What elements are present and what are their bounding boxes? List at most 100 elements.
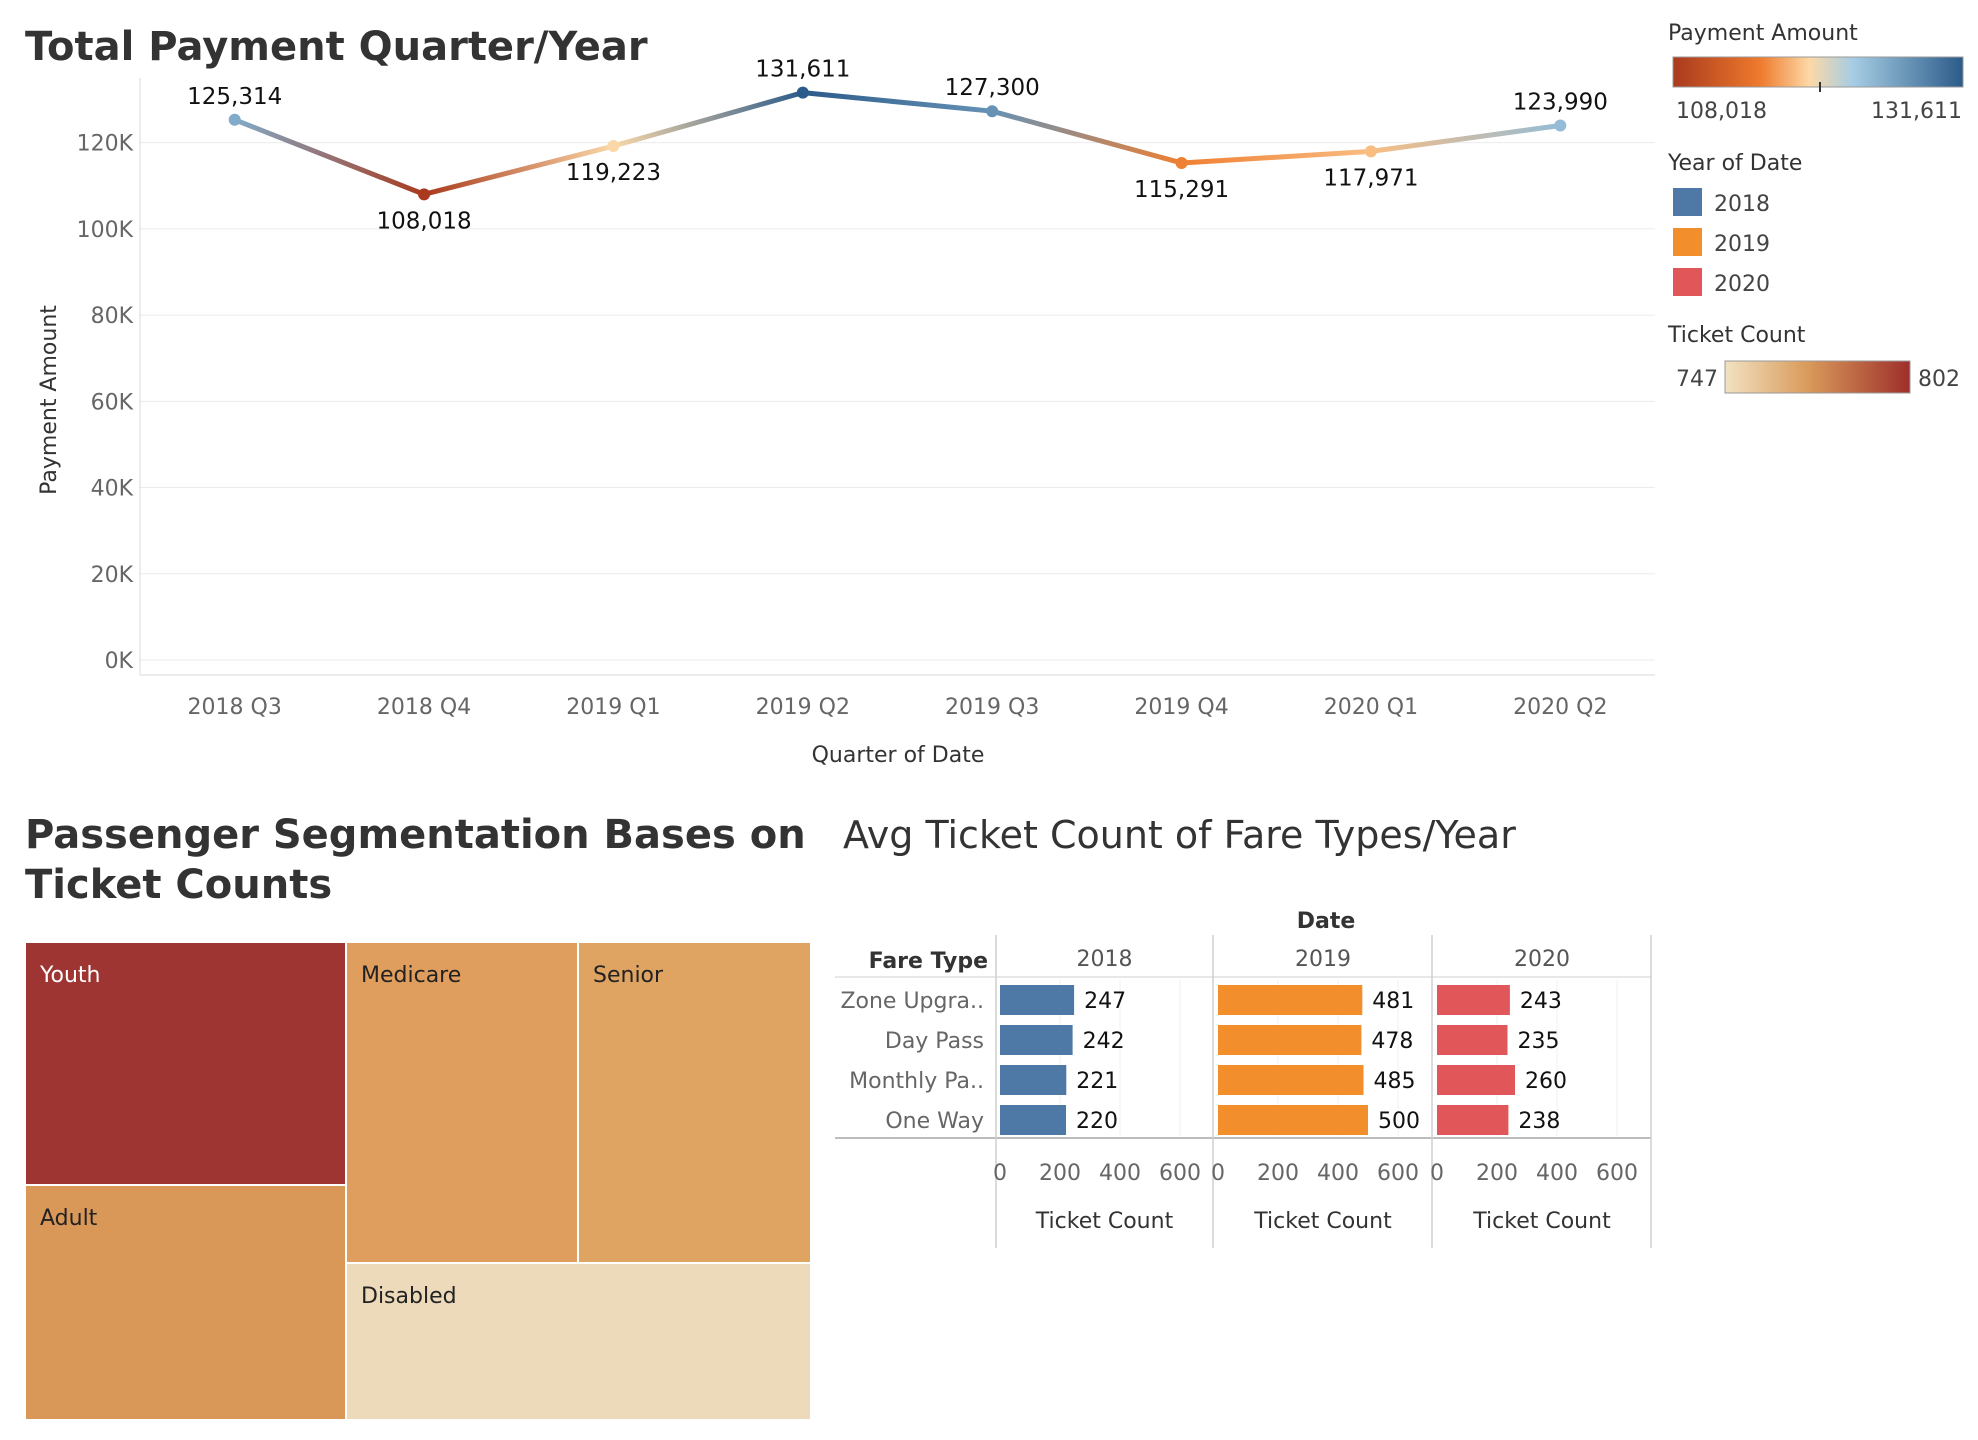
bar-x-tick-label: 200 [1476,1161,1518,1186]
bar-x-axis-title: Ticket Count [1035,1209,1174,1234]
bar-2019-3[interactable] [1218,1105,1368,1135]
line-chart-title: Total Payment Quarter/Year [25,24,648,70]
treemap-cell-disabled[interactable] [345,1262,812,1421]
ticket-gradient-bar [1724,360,1911,394]
bar-x-tick-label: 400 [1317,1161,1359,1186]
x-tick-label: 2018 Q3 [188,695,282,720]
line-data-label: 117,971 [1323,165,1418,191]
line-segment [800,90,995,114]
treemap-label-youth: Youth [39,963,101,988]
treemap-label-medicare: Medicare [361,963,461,988]
line-data-labels: 125,314 108,018 119,223 131,611 127,300 115,2… [187,57,1608,235]
line-y-ticks: 0K 20K 40K 60K 80K 100K 120K [77,132,134,674]
treemap-cell-medicare[interactable] [345,941,579,1264]
bar-x-tick-label: 200 [1257,1161,1299,1186]
bar-panel-frame [835,935,1652,1248]
y-tick-label: 20K [91,563,134,588]
bar-x-tick-label: 600 [1596,1161,1638,1186]
line-point-2019-Q2[interactable] [796,86,809,99]
y-tick-label: 60K [91,390,134,415]
bar-value-label: 260 [1525,1069,1567,1094]
fare-type-label: One Way [885,1109,984,1134]
line-data-label: 125,314 [187,84,282,110]
line-point-2020-Q2[interactable] [1554,119,1567,132]
bar-2019-1[interactable] [1218,1025,1362,1055]
bar-2020-0[interactable] [1437,985,1510,1015]
y-tick-label: 100K [77,218,134,243]
line-gridlines [139,78,1655,676]
line-data-label: 115,291 [1134,177,1229,203]
line-point-2019-Q3[interactable] [986,105,999,118]
bar-value-label: 235 [1518,1029,1560,1054]
line-point-2020-Q1[interactable] [1364,145,1377,158]
fare-type-label: Monthly Pa.. [849,1069,984,1094]
x-tick-label: 2020 Q1 [1324,695,1418,720]
bar-value-label: 238 [1518,1109,1560,1134]
bar-2018-1[interactable] [1000,1025,1073,1055]
bar-2019-0[interactable] [1218,985,1363,1015]
fare-type-bar-chart: Avg Ticket Count of Fare Types/Year Date… [835,813,1652,1248]
bar-value-label: 242 [1083,1029,1125,1054]
bar-value-label: 220 [1076,1109,1118,1134]
treemap-cell-adult[interactable] [24,1184,347,1421]
bar-2020-3[interactable] [1437,1105,1509,1135]
bar-x-tick-label: 0 [993,1161,1007,1186]
bar-panel-year-header: 2020 [1514,947,1570,972]
treemap-title-line2: Ticket Counts [25,862,332,908]
treemap-label-senior: Senior [593,963,664,988]
year-legend-label: 2019 [1714,232,1770,257]
line-segment [610,90,806,149]
bar-2020-1[interactable] [1437,1025,1508,1055]
bar-2018-2[interactable] [1000,1065,1067,1095]
bar-panel-2020: 2020 0 200 400 600 Ticket Count 243 235 260 238 [1430,947,1638,1234]
year-legend: Year of Date 2018 2019 2020 [1667,151,1802,297]
payment-legend-title: Payment Amount [1668,21,1858,46]
line-point-2018-Q4[interactable] [418,188,431,201]
bar-panel-year-header: 2019 [1295,947,1351,972]
y-tick-label: 0K [105,649,134,674]
payment-amount-legend: Payment Amount 108,018 131,611 [1668,21,1964,124]
year-swatch-2019 [1673,228,1702,256]
bar-x-tick-label: 200 [1039,1161,1081,1186]
payment-gradient-bar [1672,56,1964,88]
bar-value-label: 243 [1520,989,1562,1014]
line-point-2018-Q3[interactable] [228,113,241,126]
bar-value-label: 478 [1371,1029,1413,1054]
line-data-label: 119,223 [566,160,661,186]
line-segment [421,143,616,197]
line-point-2019-Q1[interactable] [607,140,620,153]
line-data-label: 131,611 [755,57,850,83]
year-legend-label: 2018 [1714,192,1770,217]
x-tick-label: 2018 Q4 [377,695,471,720]
line-data-label: 123,990 [1513,89,1608,115]
year-swatch-2020 [1673,268,1702,296]
bar-2019-2[interactable] [1218,1065,1364,1095]
bar-x-axis-title: Ticket Count [1253,1209,1392,1234]
line-segment [232,117,427,197]
ticket-count-legend: Ticket Count 747 802 [1667,323,1960,394]
line-data-label: 127,300 [945,75,1040,101]
treemap-cell-senior[interactable] [577,941,812,1264]
bar-panel-2018: 2018 0 200 400 600 Ticket Count 247 242 221 220 [993,947,1201,1234]
line-point-2019-Q4[interactable] [1175,156,1188,169]
treemap-cell-youth[interactable] [24,941,347,1186]
y-tick-label: 120K [77,132,134,157]
segmentation-treemap: Passenger Segmentation Bases on Ticket C… [24,812,812,1421]
bar-2018-0[interactable] [1000,985,1075,1015]
bar-value-label: 481 [1372,989,1414,1014]
x-tick-label: 2019 Q1 [566,695,660,720]
bar-value-label: 247 [1084,989,1126,1014]
x-tick-label: 2019 Q2 [756,695,850,720]
year-legend-title: Year of Date [1667,151,1802,176]
line-segment [1368,122,1563,154]
treemap-title-line1: Passenger Segmentation Bases on [25,812,806,858]
bar-row-header: Fare Type [869,949,988,974]
payment-legend-max: 131,611 [1871,99,1962,124]
bar-2020-2[interactable] [1437,1065,1515,1095]
ticket-legend-max: 802 [1918,367,1960,392]
bar-panel-2019: 2019 0 200 400 600 Ticket Count 481 478 485 500 [1211,947,1420,1234]
ticket-legend-min: 747 [1676,367,1718,392]
payment-legend-min: 108,018 [1676,99,1767,124]
y-tick-label: 40K [91,477,134,502]
bar-2018-3[interactable] [1000,1105,1066,1135]
